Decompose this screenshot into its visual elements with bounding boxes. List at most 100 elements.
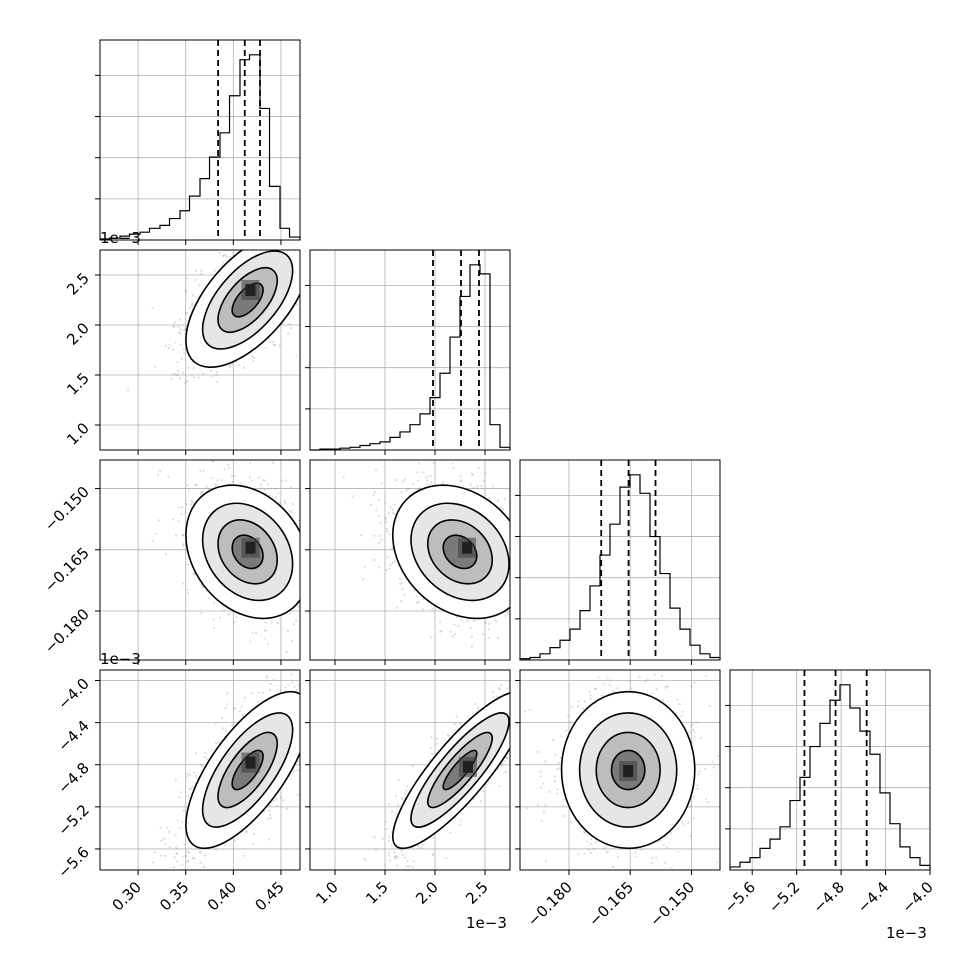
p21-scatter-point	[380, 482, 383, 485]
p30-scatter-point	[279, 689, 282, 692]
p30-scatter-point	[302, 696, 304, 698]
p10-scatter-point	[278, 344, 281, 347]
p21-scatter-point	[430, 636, 433, 639]
p20-scatter-point	[274, 496, 277, 499]
p20-scatter-point	[251, 479, 254, 482]
p10-scatter-point	[333, 238, 335, 240]
p30-scatter-point	[188, 787, 191, 790]
p10-y-tick-label: 1.5	[63, 369, 93, 399]
p30-scatter-point	[200, 763, 203, 766]
p20-scatter-point	[278, 502, 282, 505]
p10-scatter-point	[174, 321, 177, 324]
p30-scatter-point	[187, 851, 190, 854]
p21-scatter-point	[453, 623, 456, 626]
p10-y-tick-label: 2.0	[63, 319, 93, 349]
p21-scatter-point	[521, 573, 523, 575]
p30-scatter-point	[297, 760, 300, 763]
p20-scatter-point	[286, 629, 289, 633]
p21-scatter-point	[518, 538, 520, 540]
p21-scatter-point	[511, 601, 513, 603]
p20-scatter-point	[211, 460, 214, 463]
p20-scatter-point	[319, 606, 321, 608]
p10-scatter-point	[259, 243, 261, 245]
p21-density-core	[458, 537, 476, 558]
p20-scatter-point	[181, 543, 184, 546]
p30-scatter-point	[180, 791, 183, 794]
p20-scatter-point	[199, 492, 203, 495]
p10-scatter-point	[302, 241, 304, 243]
p20-scatter-point	[213, 626, 216, 629]
p21-scatter-point	[476, 485, 479, 488]
p10-scatter-point	[258, 245, 260, 247]
p21-scatter-point	[513, 606, 515, 608]
p30-scatter-point	[257, 691, 261, 694]
p10-scatter-point	[194, 278, 197, 281]
p21-scatter-point	[392, 511, 395, 515]
p20-scatter-point	[319, 579, 321, 581]
p10-scatter-point	[247, 228, 249, 230]
p21-scatter-point	[399, 582, 402, 586]
p21-scatter-point	[470, 645, 474, 648]
p20-scatter-point	[262, 479, 265, 482]
p21-scatter-point	[449, 630, 452, 633]
p21-scatter-point	[478, 467, 481, 470]
p20-scatter-point	[323, 545, 325, 547]
p20-scatter-point	[332, 571, 334, 573]
p20-scatter-point	[240, 482, 243, 485]
p30-scatter-point	[296, 793, 299, 796]
p20-scatter-point	[227, 613, 230, 616]
p21-scatter-point	[393, 560, 396, 563]
p30-scatter-point	[267, 817, 270, 821]
p10-scatter-point	[242, 366, 246, 369]
p21-scatter-point	[499, 506, 502, 509]
p20-scatter-point	[303, 596, 305, 598]
p20-scatter-point	[307, 552, 309, 554]
p10-scatter-point	[289, 223, 291, 225]
p20-scatter-point	[191, 501, 194, 504]
p30-scatter-point	[275, 804, 278, 808]
p20-scatter-point	[207, 488, 210, 491]
p21-scatter-point	[512, 562, 514, 564]
p10-scatter-point	[222, 261, 225, 264]
p10-scatter-point	[175, 374, 178, 377]
p30-scatter-point	[269, 804, 272, 807]
p20-y-tick-label: −0.165	[41, 544, 93, 596]
p10-scatter-point	[186, 380, 189, 383]
p10-scatter-point	[286, 247, 288, 249]
p20-scatter-point	[177, 520, 180, 523]
p20-scatter-point	[292, 502, 295, 506]
p10-scatter-point	[268, 340, 271, 343]
p21-scatter-point	[492, 450, 494, 452]
p20-scatter-point	[292, 623, 295, 626]
p21-scatter-point	[373, 558, 376, 562]
p20-scatter-point	[285, 651, 288, 654]
p30-scatter-point	[176, 819, 179, 822]
p21-scatter-point	[513, 577, 515, 579]
p21-scatter-point	[564, 588, 566, 590]
p20-scatter-point	[336, 581, 338, 583]
p10-scatter-point	[303, 267, 305, 269]
p10-scatter-point	[197, 376, 200, 379]
p21-scatter-point	[470, 635, 473, 639]
p20-scatter-point	[248, 476, 251, 479]
p20-scatter-point	[231, 480, 234, 483]
p33-x-tick-label: −5.2	[765, 878, 803, 916]
p21-scatter-point	[520, 621, 522, 623]
p21-scatter-point	[438, 630, 441, 634]
p10-scatter-point	[283, 246, 285, 248]
p20-scatter-point	[264, 621, 267, 624]
p20-scatter-point	[228, 467, 231, 470]
p20-scatter-point	[193, 572, 196, 576]
p21-scatter-point	[492, 485, 495, 488]
p21-scatter-point	[377, 541, 380, 545]
p21-scatter-point	[385, 521, 388, 524]
p10-scatter-point	[274, 213, 276, 215]
p20-scatter-point	[263, 629, 266, 632]
p20-scatter-point	[182, 582, 185, 585]
p10-scatter-point	[167, 347, 170, 350]
p21-scatter-point	[525, 550, 527, 552]
p30-scatter-point	[195, 847, 198, 850]
p10-scatter-point	[267, 246, 269, 248]
p21-scatter-point	[501, 507, 505, 510]
p20-scatter-point	[322, 571, 324, 573]
